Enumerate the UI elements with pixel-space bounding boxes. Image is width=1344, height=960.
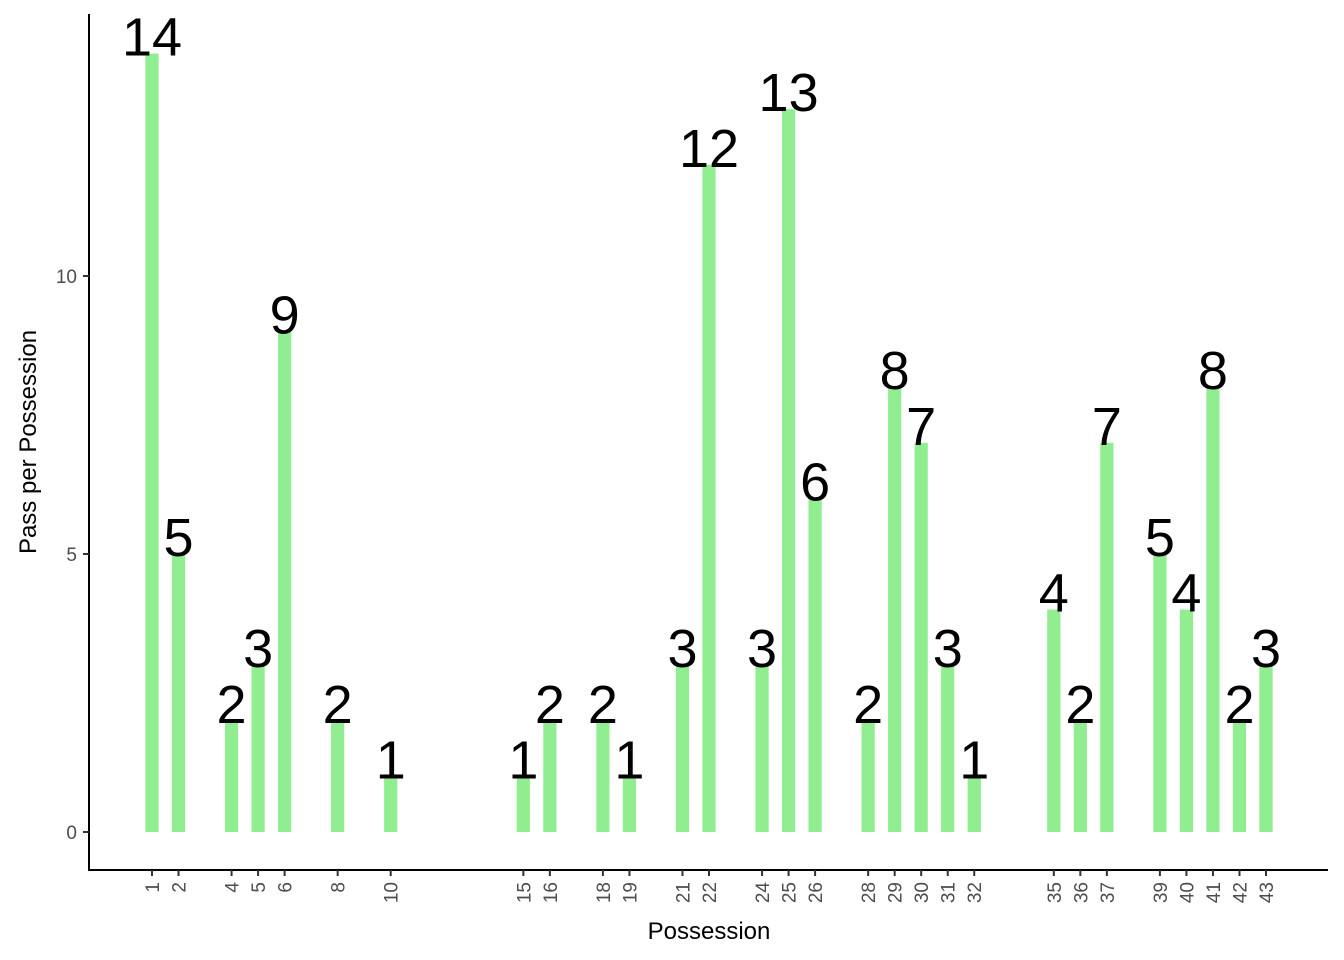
data-label: 5 [1145, 508, 1175, 568]
data-label: 2 [1224, 675, 1254, 735]
x-tick-label: 6 [276, 882, 297, 893]
bar [1259, 665, 1273, 832]
x-tick-label: 1 [143, 882, 164, 893]
data-label: 3 [243, 619, 273, 679]
data-label: 8 [880, 341, 910, 401]
x-tick-label: 2 [170, 882, 191, 893]
bar [914, 442, 928, 832]
x-tick-label: 24 [753, 882, 774, 904]
x-tick-label: 18 [594, 882, 615, 903]
x-tick-label: 5 [249, 882, 270, 893]
data-label: 1 [614, 730, 644, 790]
x-tick-label: 43 [1257, 882, 1278, 903]
data-label: 3 [933, 619, 963, 679]
x-tick-label: 25 [780, 882, 801, 903]
x-tick-label: 16 [541, 882, 562, 903]
bar [702, 164, 716, 833]
data-label: 7 [1092, 397, 1122, 457]
x-tick-label: 40 [1177, 882, 1198, 903]
data-label: 6 [800, 452, 830, 512]
data-label: 2 [588, 675, 618, 735]
x-tick-label: 30 [912, 882, 933, 903]
data-label: 14 [122, 8, 182, 68]
data-label: 12 [679, 119, 739, 179]
x-axis-title: Possession [648, 918, 771, 945]
bar [1153, 554, 1167, 832]
bar [145, 53, 159, 833]
bar [251, 665, 265, 832]
y-axis-title: Pass per Possession [15, 330, 42, 554]
x-tick-label: 8 [329, 882, 350, 893]
data-label: 13 [759, 63, 819, 123]
bar [1232, 720, 1247, 832]
x-tick-label: 31 [939, 882, 960, 903]
x-tick-label: 32 [965, 882, 986, 903]
x-tick-label: 42 [1230, 882, 1251, 903]
x-tick-label: 4 [223, 882, 244, 893]
bar [781, 109, 796, 832]
x-tick-label: 10 [382, 882, 403, 903]
data-label: 2 [217, 675, 247, 735]
bar [808, 498, 822, 832]
bar [331, 720, 345, 832]
x-tick-label: 19 [620, 882, 641, 903]
x-tick-label: 28 [859, 882, 880, 903]
bar [622, 776, 637, 832]
data-label: 3 [1251, 619, 1281, 679]
bar [755, 665, 769, 832]
data-label: 4 [1039, 564, 1069, 624]
bar [888, 387, 902, 832]
x-tick-label: 36 [1071, 882, 1092, 903]
y-tick-label: 10 [56, 267, 77, 288]
bar [224, 720, 239, 832]
x-tick-label: 29 [886, 882, 907, 903]
data-label: 4 [1171, 564, 1201, 624]
x-tick-label: 39 [1151, 882, 1172, 903]
data-label: 2 [1065, 675, 1095, 735]
bar [543, 720, 557, 832]
data-label: 2 [535, 675, 565, 735]
bar [384, 776, 398, 832]
data-label: 2 [323, 675, 353, 735]
x-tick-label: 21 [673, 882, 694, 903]
bar [1073, 720, 1087, 832]
data-label: 1 [376, 730, 406, 790]
data-label: 8 [1198, 341, 1228, 401]
y-tick-label: 5 [66, 545, 77, 566]
bar [1100, 442, 1114, 832]
data-label: 3 [667, 619, 697, 679]
bar [861, 720, 875, 832]
x-tick-label: 41 [1204, 882, 1225, 903]
y-tick-label: 0 [66, 823, 77, 844]
data-label: 1 [508, 730, 538, 790]
x-tick-label: 26 [806, 882, 827, 903]
data-label: 5 [164, 508, 194, 568]
bar [171, 554, 186, 832]
data-label: 3 [747, 619, 777, 679]
bar [1179, 609, 1194, 832]
x-tick-label: 35 [1045, 882, 1066, 903]
bar [278, 331, 292, 832]
x-tick-label: 22 [700, 882, 721, 903]
x-tick-label: 15 [514, 882, 535, 903]
x-tick-label: 37 [1098, 882, 1119, 903]
data-label: 1 [959, 730, 989, 790]
bar [516, 776, 530, 832]
bar [1206, 387, 1220, 832]
data-label: 2 [853, 675, 883, 735]
bar [675, 665, 690, 832]
bar [596, 720, 610, 832]
data-label: 7 [906, 397, 936, 457]
bar [967, 776, 981, 832]
bar [1047, 609, 1061, 832]
data-label: 9 [270, 286, 300, 346]
bar [941, 665, 955, 832]
